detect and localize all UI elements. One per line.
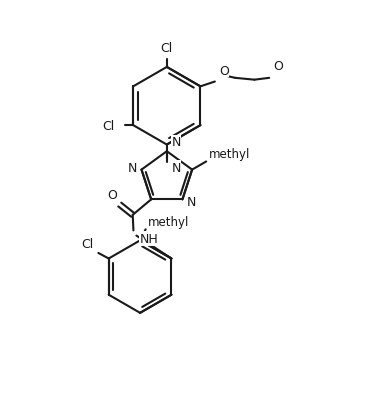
Text: Cl: Cl bbox=[102, 119, 115, 132]
Text: Cl: Cl bbox=[161, 42, 173, 55]
Text: O: O bbox=[219, 65, 229, 77]
Text: O: O bbox=[274, 60, 284, 73]
Text: N: N bbox=[171, 136, 181, 149]
Text: N: N bbox=[187, 195, 196, 208]
Text: N: N bbox=[171, 162, 181, 174]
Text: O: O bbox=[107, 188, 117, 201]
Text: Cl: Cl bbox=[82, 237, 94, 250]
Text: methyl: methyl bbox=[208, 148, 250, 161]
Text: methyl: methyl bbox=[148, 215, 189, 228]
Text: NH: NH bbox=[140, 232, 158, 245]
Text: N: N bbox=[128, 162, 137, 175]
